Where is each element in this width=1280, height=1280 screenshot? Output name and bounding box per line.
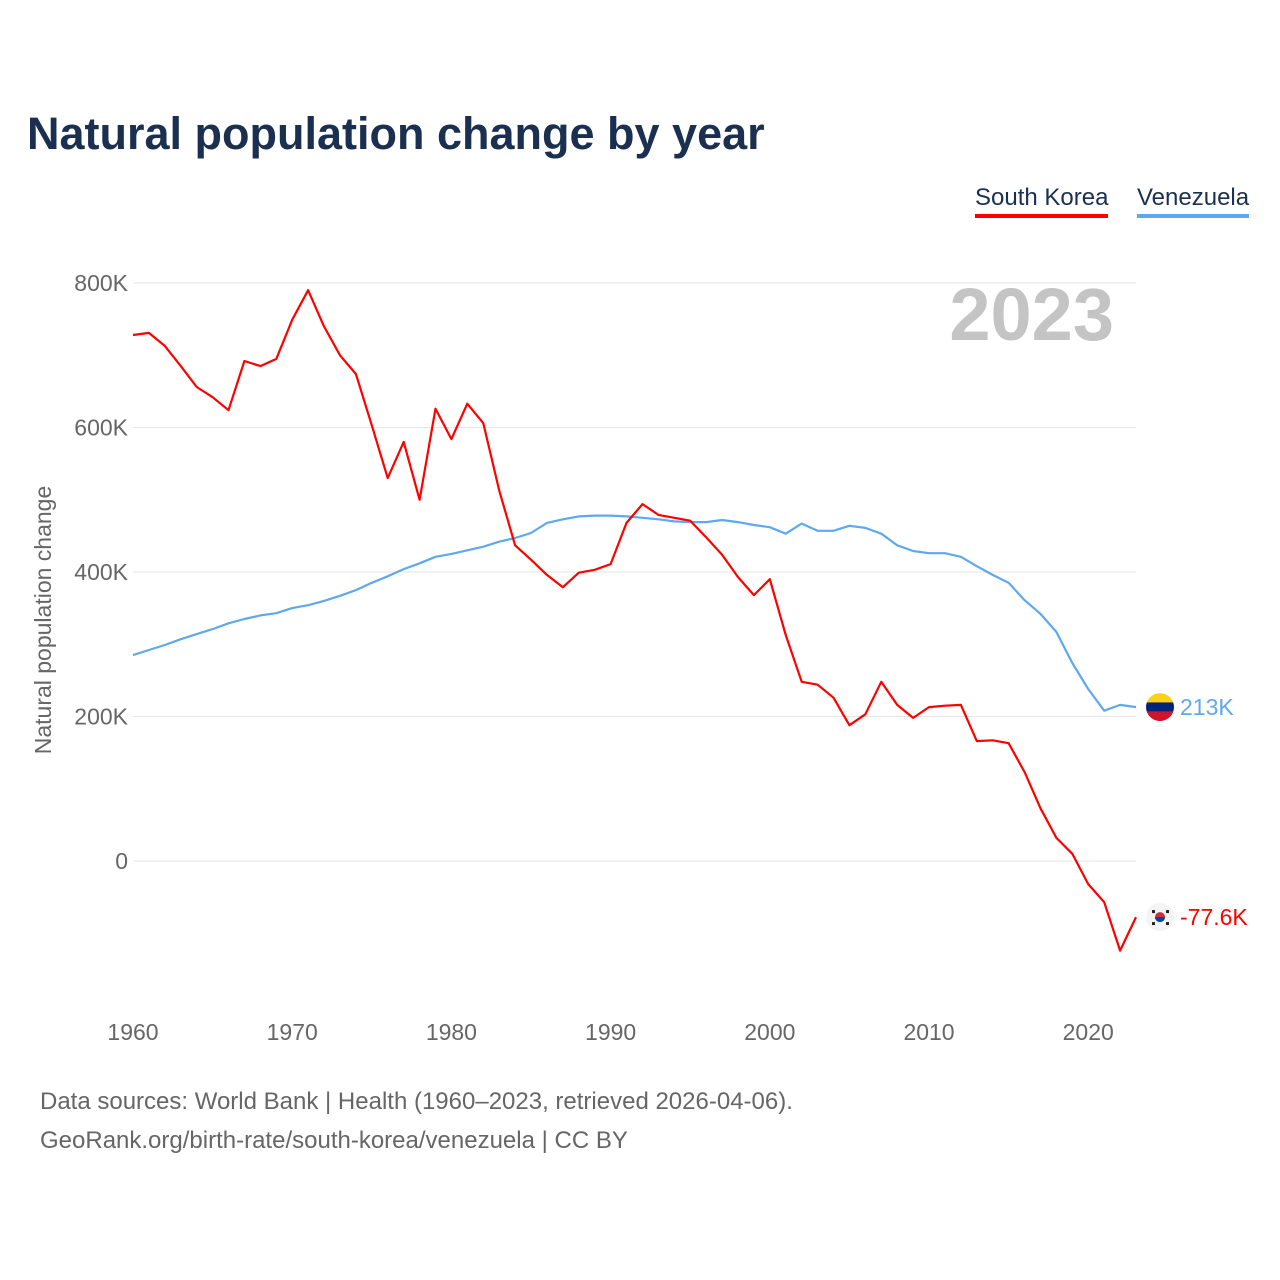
legend-venezuela[interactable]: Venezuela (1137, 184, 1250, 218)
year-label: 2023 (949, 273, 1114, 356)
end-value-label: -77.6K (1180, 904, 1248, 930)
series-line-venezuela (132, 514, 1137, 712)
x-tick-label: 2020 (1063, 1019, 1114, 1045)
y-tick-label: 0 (115, 848, 128, 874)
y-tick-label: 200K (74, 704, 128, 730)
legend-south-korea[interactable]: South Korea (975, 184, 1109, 218)
y-tick-label: 800K (74, 270, 128, 296)
south-korea-flag-icon (1146, 903, 1174, 932)
x-tick-label: 2010 (903, 1019, 954, 1045)
y-tick-label: 400K (74, 559, 128, 585)
y-tick-label: 600K (74, 415, 128, 441)
footer-sources: Data sources: World Bank | Health (1960–… (40, 1088, 793, 1115)
venezuela-flag-icon (1146, 693, 1174, 722)
chart-title: Natural population change by year (27, 108, 765, 159)
footer-link[interactable]: GeoRank.org/birth-rate/south-korea/venez… (40, 1127, 628, 1154)
series-line-south-korea (132, 289, 1137, 952)
end-value-label: 213K (1180, 694, 1234, 720)
x-tick-label: 1980 (426, 1019, 477, 1045)
x-tick-label: 1990 (585, 1019, 636, 1045)
x-tick-label: 2000 (744, 1019, 795, 1045)
x-tick-label: 1960 (107, 1019, 158, 1045)
x-tick-label: 1970 (267, 1019, 318, 1045)
y-axis-label: Natural population change (30, 486, 56, 755)
